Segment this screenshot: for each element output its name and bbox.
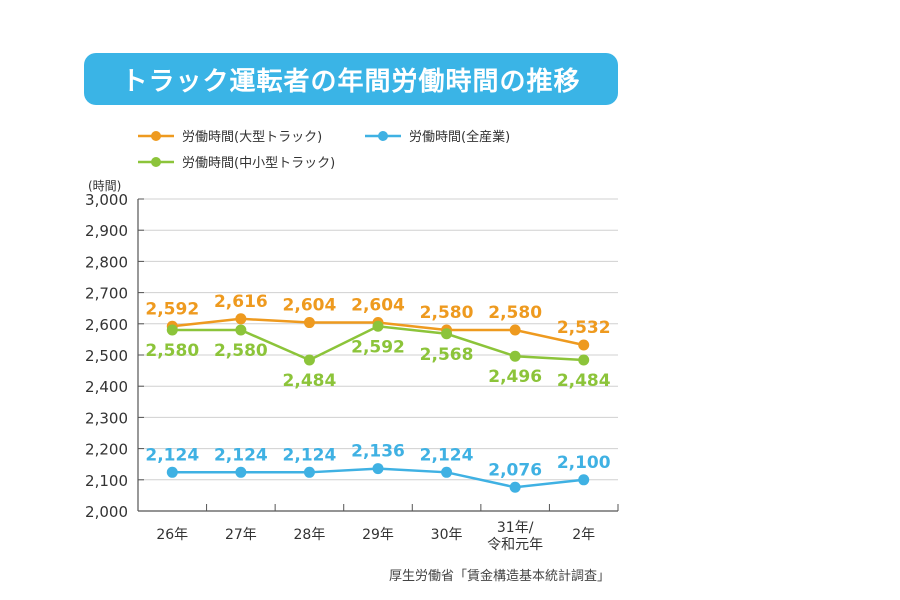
x-tick-label: 26年 [156,527,188,543]
data-point [578,474,590,486]
data-point [441,328,453,340]
x-tick-label: 30年 [431,527,463,543]
y-tick-label: 2,500 [85,347,128,365]
data-label: 2,580 [420,303,474,323]
data-label: 2,580 [145,341,199,361]
data-label: 2,136 [351,442,405,462]
legend-marker-blue-icon [365,130,401,141]
data-label: 2,604 [283,296,337,316]
x-tick-label: 27年 [225,527,257,543]
data-point [509,481,521,493]
data-label: 2,100 [557,453,611,473]
y-tick-label: 2,700 [85,285,128,303]
y-axis-unit: (時間) [88,179,122,193]
data-point [441,466,453,478]
data-point [235,313,247,325]
data-label: 2,592 [145,299,199,319]
data-label: 2,580 [488,303,542,323]
x-tick-label: 28年 [294,527,326,543]
legend-label: 労働時間(大型トラック) [182,130,323,145]
data-label: 2,592 [351,337,405,357]
legend-label: 労働時間(全産業) [409,130,511,145]
legend-item-large-truck: 労働時間(大型トラック) [138,126,322,145]
data-point [578,339,590,351]
x-tick-label: 31年/令和元年 [487,520,543,553]
source-note: 厚生労働省「賃金構造基本統計調査」 [388,569,610,584]
legend-item-all-industries: 労働時間(全産業) [365,126,510,145]
legend-marker-green-icon [138,156,174,167]
y-tick-label: 2,400 [85,378,128,396]
data-point [235,324,247,336]
y-tick-label: 2,300 [85,409,128,427]
data-label: 2,580 [214,341,268,361]
legend-item-small-medium-truck: 労働時間(中小型トラック) [138,152,335,171]
data-point [509,324,521,336]
y-tick-label: 2,600 [85,316,128,334]
data-point [509,350,521,362]
data-label: 2,568 [420,345,474,365]
data-label: 2,532 [557,318,611,338]
y-tick-label: 2,200 [85,441,128,459]
data-point [303,466,315,478]
data-label: 2,124 [145,445,199,465]
data-label: 2,124 [420,445,474,465]
legend-marker-orange-icon [138,130,174,141]
data-point [372,320,384,332]
data-label: 2,076 [488,460,542,480]
data-label: 2,484 [283,371,337,391]
y-tick-label: 3,000 [85,191,128,209]
data-label: 2,484 [557,371,611,391]
x-tick-label: 2年 [572,527,595,543]
y-tick-label: 2,900 [85,222,128,240]
data-point [303,354,315,366]
data-label: 2,124 [214,445,268,465]
data-point [578,354,590,366]
y-tick-label: 2,000 [85,503,128,521]
x-tick-label: 29年 [362,527,394,543]
data-point [303,317,315,329]
data-label: 2,604 [351,296,405,316]
data-label: 2,616 [214,292,268,312]
y-tick-label: 2,100 [85,472,128,490]
data-label: 2,496 [488,367,542,387]
y-tick-label: 2,800 [85,253,128,271]
chart-title: トラック運転者の年間労働時間の推移 [84,53,618,105]
data-point [166,466,178,478]
data-point [166,324,178,336]
data-point [235,466,247,478]
data-point [372,463,384,475]
legend-label: 労働時間(中小型トラック) [182,156,336,171]
data-label: 2,124 [283,445,337,465]
